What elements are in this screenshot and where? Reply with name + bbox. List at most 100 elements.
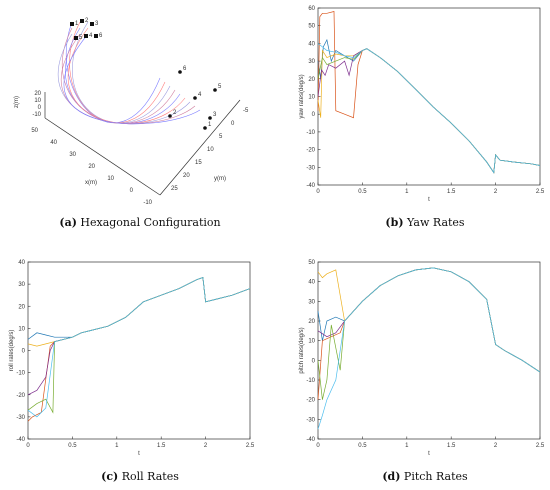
y-tick-label: -5 bbox=[243, 108, 249, 114]
x-tick-label: 2.5 bbox=[536, 443, 545, 449]
y-tick-label: 20 bbox=[18, 304, 25, 310]
x-tick-label: 0 bbox=[130, 188, 134, 194]
pitch-plot-frame bbox=[317, 261, 541, 440]
pitch-series-line-6 bbox=[317, 267, 541, 430]
trajectory-curve bbox=[69, 21, 166, 124]
end-marker-label: 1 bbox=[208, 122, 212, 128]
y-tick-label: -20 bbox=[16, 393, 25, 399]
x-tick-label: 0.5 bbox=[68, 443, 77, 449]
caption-yaw: (b) Yaw Rates bbox=[385, 216, 465, 229]
roll-plot-frame bbox=[27, 261, 251, 440]
x-tick-label: 2.5 bbox=[246, 443, 255, 449]
x-tick-label: 40 bbox=[50, 140, 57, 146]
y-tick-label: 60 bbox=[308, 6, 315, 12]
caption-text-a: Hexagonal Configuration bbox=[77, 216, 221, 229]
y-tick-label: 0 bbox=[312, 358, 316, 364]
pitch-x-axis-label: t bbox=[428, 451, 430, 457]
caption-pitch: (d) Pitch Rates bbox=[382, 470, 468, 483]
yaw-series-line-1 bbox=[317, 38, 541, 174]
end-marker bbox=[168, 114, 172, 118]
z-tick-label: 10 bbox=[34, 98, 41, 104]
caption-roll: (c) Roll Rates bbox=[101, 470, 179, 483]
x-tick-label: 0 bbox=[26, 443, 30, 449]
end-marker bbox=[193, 96, 197, 100]
y-tick-label: -30 bbox=[306, 417, 315, 423]
yaw-series-line-6 bbox=[317, 43, 541, 174]
caption-hexagonal: (a) Hexagonal Configuration bbox=[59, 216, 220, 229]
start-marker bbox=[70, 22, 74, 26]
yaw-rates-chart: 0 0.5 1 1.5 2 2.5 -40 -30 -20 -10 0 10 20 30 40 50 60 t ya… bbox=[299, 6, 545, 203]
end-marker bbox=[203, 126, 207, 130]
pitch-series-line-5 bbox=[317, 267, 541, 400]
roll-x-axis-label: t bbox=[138, 451, 140, 457]
end-marker-label: 4 bbox=[198, 92, 202, 98]
x-tick-label: 0.5 bbox=[358, 189, 367, 195]
start-marker bbox=[74, 36, 78, 40]
end-marker bbox=[208, 116, 212, 120]
roll-series-line-4 bbox=[27, 277, 251, 396]
x-tick-label: 10 bbox=[107, 176, 114, 182]
y-tick-label: 20 bbox=[183, 173, 190, 179]
y-tick-label: 30 bbox=[18, 282, 25, 288]
x-tick-label: -10 bbox=[143, 200, 152, 206]
trajectory-curve bbox=[61, 27, 176, 124]
y-tick-label: -40 bbox=[306, 183, 315, 189]
x-axis-label: x(m) bbox=[85, 180, 97, 186]
start-marker-label: 6 bbox=[99, 33, 103, 39]
x-tick-label: 50 bbox=[31, 128, 38, 134]
x-tick-label: 1.5 bbox=[157, 443, 166, 449]
yaw-x-axis-label: t bbox=[428, 197, 430, 203]
y-tick-label: 0 bbox=[312, 112, 316, 118]
end-marker-label: 5 bbox=[218, 84, 222, 90]
start-marker-label: 4 bbox=[89, 33, 93, 39]
x-tick-label: 1 bbox=[405, 189, 409, 195]
z-tick-label: 20 bbox=[34, 91, 41, 97]
x-tick-label: 0 bbox=[316, 189, 320, 195]
x-tick-label: 20 bbox=[88, 164, 95, 170]
start-marker-label: 2 bbox=[85, 18, 89, 24]
roll-rates-chart: 0 0.5 1 1.5 2 2.5 -40 -30 -20 -10 0 10 20 30 40 t roll r… bbox=[9, 260, 255, 457]
y-tick-label: -10 bbox=[306, 130, 315, 136]
x-tick-label: 2 bbox=[494, 443, 498, 449]
y-tick-label: -40 bbox=[16, 437, 25, 443]
x-tick-label: 2.5 bbox=[536, 189, 545, 195]
yaw-y-axis-label: yaw rates(deg/s) bbox=[299, 74, 305, 118]
start-marker-label: 5 bbox=[79, 35, 83, 41]
z-axis-label: z(m) bbox=[14, 96, 20, 108]
x-tick-label: 1 bbox=[115, 443, 119, 449]
caption-tag-b: (b) bbox=[385, 216, 403, 229]
yaw-series-line-3 bbox=[317, 48, 541, 174]
y-axis-line bbox=[159, 99, 241, 196]
y-tick-label: 40 bbox=[308, 280, 315, 286]
y-tick-label: 0 bbox=[231, 121, 235, 127]
y-tick-label: -10 bbox=[306, 378, 315, 384]
start-marker-label: 3 bbox=[95, 21, 99, 27]
end-marker-label: 3 bbox=[213, 112, 217, 118]
y-tick-label: -20 bbox=[306, 398, 315, 404]
x-tick-label: 1.5 bbox=[447, 443, 456, 449]
pitch-series-line-3 bbox=[317, 267, 541, 373]
roll-series-line-1 bbox=[27, 277, 251, 340]
yaw-series-line-5 bbox=[317, 48, 541, 174]
roll-series-line-3 bbox=[27, 277, 251, 347]
y-axis-label: y(m) bbox=[214, 176, 226, 182]
x-tick-label: 1.5 bbox=[447, 189, 456, 195]
y-tick-label: 25 bbox=[171, 186, 178, 192]
y-tick-label: 10 bbox=[18, 326, 25, 332]
x-tick-label: 2 bbox=[204, 443, 208, 449]
end-marker bbox=[213, 88, 217, 92]
start-marker bbox=[90, 22, 94, 26]
yaw-series-line-4 bbox=[317, 48, 541, 174]
y-tick-label: -10 bbox=[16, 371, 25, 377]
caption-tag-a: (a) bbox=[59, 216, 77, 229]
roll-series-line-6 bbox=[27, 277, 251, 418]
x-tick-label: 2 bbox=[494, 189, 498, 195]
pitch-series-line-1 bbox=[317, 267, 541, 373]
y-tick-label: 10 bbox=[308, 339, 315, 345]
start-marker-label: 1 bbox=[75, 21, 79, 27]
caption-tag-d: (d) bbox=[382, 470, 400, 483]
